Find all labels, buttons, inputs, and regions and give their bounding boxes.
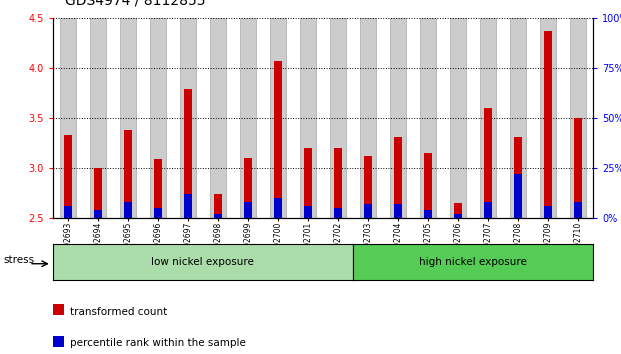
Bar [274,198,281,218]
Bar [514,137,522,218]
Bar [574,118,582,218]
Bar [334,148,342,218]
Bar [484,108,492,218]
Bar [304,206,312,218]
Bar [154,208,161,218]
Bar [424,210,432,218]
Bar [244,202,252,218]
Bar [394,204,402,218]
Text: stress: stress [3,255,34,265]
Bar [510,18,526,218]
Bar [390,18,406,218]
Bar [210,18,226,218]
Bar [365,156,371,218]
Bar [184,89,191,218]
Text: GDS4974 / 8112855: GDS4974 / 8112855 [65,0,206,7]
Bar [545,31,551,218]
Bar [304,148,312,218]
Bar [64,135,71,218]
Bar [214,214,222,218]
Bar [240,18,256,218]
Bar [154,159,161,218]
Bar [244,158,252,218]
Bar [330,18,346,218]
Bar [574,202,582,218]
Bar [150,18,166,218]
Bar [540,18,556,218]
Bar [424,153,432,218]
Bar [480,18,496,218]
Bar [420,18,436,218]
Bar [94,210,101,218]
Bar [365,204,371,218]
Bar [570,18,586,218]
Bar [455,203,461,218]
Bar [394,137,402,218]
Bar [120,18,136,218]
Bar [300,18,316,218]
Text: high nickel exposure: high nickel exposure [419,257,527,267]
Text: transformed count: transformed count [70,307,168,316]
Bar [89,18,106,218]
Bar [124,202,132,218]
Bar [455,214,461,218]
Bar [274,61,281,218]
Bar [484,202,492,218]
Bar [179,18,196,218]
Bar [360,18,376,218]
Bar [214,194,222,218]
Text: percentile rank within the sample: percentile rank within the sample [70,338,246,348]
Bar [184,194,191,218]
Bar [94,168,101,218]
Bar [545,206,551,218]
Bar [270,18,286,218]
Bar [64,206,71,218]
Text: low nickel exposure: low nickel exposure [152,257,254,267]
Bar [450,18,466,218]
Bar [124,130,132,218]
Bar [334,208,342,218]
Bar [60,18,76,218]
Bar [514,174,522,218]
